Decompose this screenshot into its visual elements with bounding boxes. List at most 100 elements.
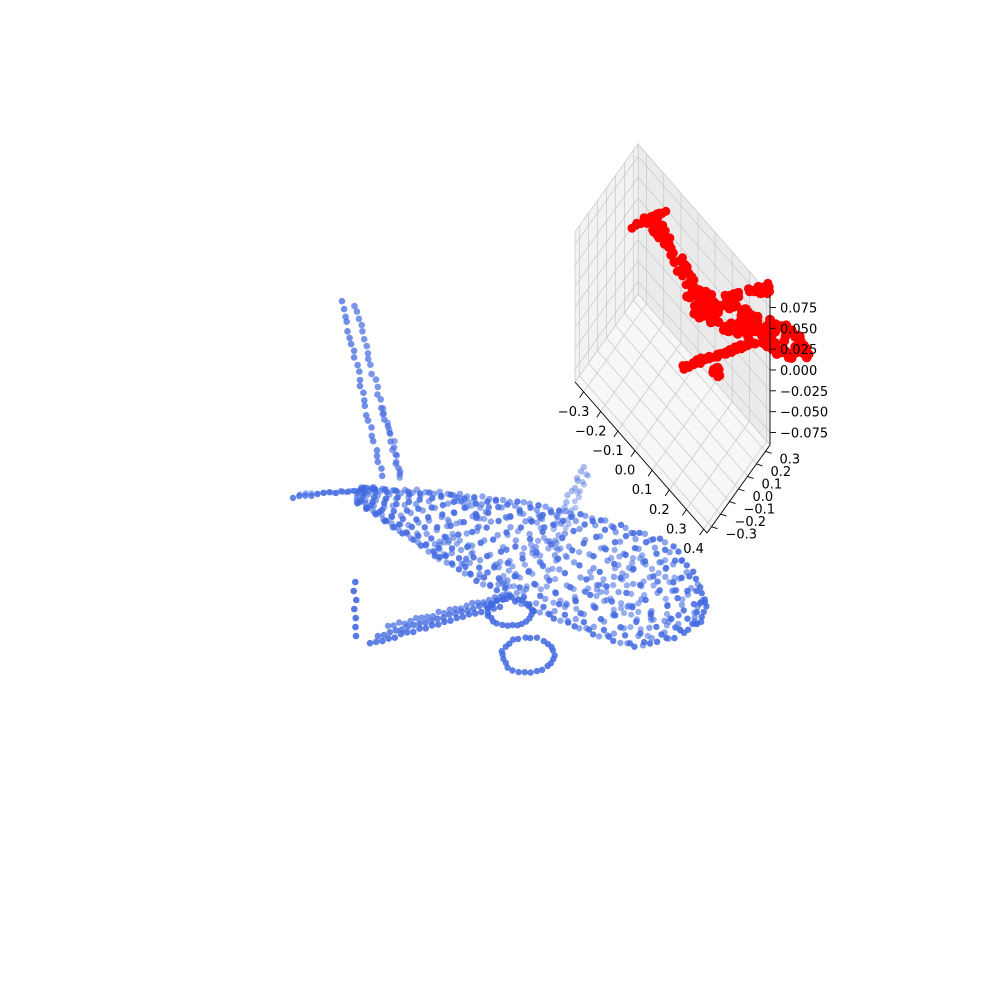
inset-point-198 [733, 323, 744, 333]
point-822 [545, 545, 552, 552]
point-773 [516, 574, 524, 581]
point-664 [561, 504, 568, 511]
grid-z-left-5 [574, 177, 639, 266]
inset-point-298 [720, 349, 730, 359]
point-605 [416, 625, 423, 632]
point-829 [609, 612, 617, 619]
point-780 [599, 581, 606, 588]
point-468 [684, 591, 692, 598]
point-699 [509, 636, 517, 643]
point-671 [574, 489, 581, 496]
grid-z-left-6 [574, 156, 639, 245]
point-315 [557, 617, 564, 624]
point-758 [640, 578, 647, 585]
point-374 [616, 538, 624, 545]
point-599 [403, 629, 411, 636]
point-114 [423, 530, 430, 537]
point-910 [485, 503, 493, 510]
point-73 [397, 521, 404, 528]
point-411 [620, 625, 627, 632]
point-623 [453, 614, 461, 622]
point-854 [597, 588, 604, 596]
point-402 [647, 537, 654, 544]
point-865 [474, 527, 481, 535]
point-648 [350, 587, 358, 595]
point-103 [425, 498, 433, 505]
point-186 [499, 496, 507, 504]
y-tick-mark-6 [765, 450, 772, 454]
point-329 [564, 617, 571, 625]
point-336 [622, 532, 630, 540]
point-519 [377, 396, 385, 403]
point-403 [656, 535, 664, 542]
point-580 [372, 486, 378, 493]
point-471 [697, 584, 704, 591]
point-635 [478, 608, 485, 616]
z-tick-label-3: 0.000 [780, 364, 817, 379]
point-702 [527, 634, 534, 642]
point-632 [471, 610, 479, 617]
point-196 [481, 537, 488, 544]
point-659 [565, 516, 572, 523]
point-169 [463, 530, 470, 537]
point-327 [580, 618, 588, 626]
point-888 [537, 524, 544, 532]
point-762 [623, 582, 631, 589]
point-500 [346, 334, 353, 342]
point-442 [670, 561, 677, 568]
point-752 [610, 606, 617, 613]
point-349 [617, 521, 625, 529]
point-866 [520, 510, 527, 518]
inset-point-247 [701, 299, 711, 309]
point-656 [552, 521, 559, 528]
point-203 [512, 543, 519, 550]
inset-point-33 [669, 257, 679, 267]
point-343 [572, 615, 579, 623]
point-686 [538, 666, 546, 673]
point-369 [595, 633, 603, 640]
point-552 [396, 474, 403, 481]
point-382 [610, 637, 617, 645]
point-669 [576, 494, 582, 501]
point-663 [568, 507, 575, 514]
point-199 [506, 498, 513, 506]
point-707 [549, 647, 557, 654]
point-281 [577, 511, 584, 518]
point-863 [573, 605, 580, 612]
point-851 [557, 545, 564, 552]
point-307 [572, 517, 579, 524]
point-872 [529, 546, 536, 553]
point-348 [608, 522, 615, 530]
inset-point-189 [746, 322, 757, 333]
inset-point-196 [698, 310, 708, 321]
point-532 [368, 432, 376, 440]
point-334 [592, 522, 599, 529]
point-892 [593, 592, 600, 600]
point-874 [469, 549, 476, 556]
x-tick-mark-7 [699, 528, 704, 536]
point-826 [654, 578, 662, 585]
point-893 [563, 600, 570, 607]
grid-z-left-3 [574, 218, 639, 308]
point-99 [415, 539, 422, 546]
point-168 [457, 546, 465, 554]
inset-point-315 [714, 365, 724, 375]
point-728 [508, 594, 515, 601]
point-765 [553, 539, 560, 546]
point-859 [552, 544, 559, 551]
point-128 [433, 526, 440, 534]
point-20 [362, 497, 369, 504]
point-761 [619, 570, 626, 577]
point-904 [607, 595, 614, 602]
point-436 [653, 638, 661, 645]
point-271 [561, 569, 569, 577]
point-534 [387, 430, 394, 438]
point-487 [700, 608, 707, 616]
point-867 [629, 560, 636, 567]
point-832 [523, 583, 530, 590]
point-497 [358, 321, 366, 329]
point-496 [343, 318, 351, 326]
point-88 [407, 509, 414, 517]
point-457 [690, 568, 697, 575]
point-845 [618, 600, 625, 607]
